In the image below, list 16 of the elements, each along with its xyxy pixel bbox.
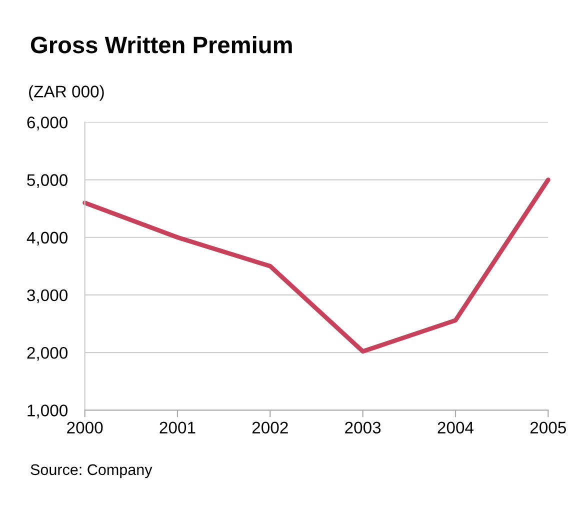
y-tick-label: 5,000 [27,174,68,188]
x-tick-label: 2001 [160,422,196,434]
y-tick-label: 1,000 [28,404,68,418]
y-tick-label: 2,000 [27,346,68,361]
line-series [82,178,550,354]
x-tick-label: 2000 [67,422,103,434]
y-tick-label: 6,000 [27,116,68,130]
y-tick-label: 3,000 [27,289,68,304]
x-tick-label: 2005 [530,422,566,434]
y-axis-title: (ZAR 000) [29,85,104,101]
x-tick-label: 2003 [345,422,381,434]
y-tick-label: 4,000 [26,232,68,246]
chart-title: Gross Written Premium [30,36,292,54]
source-note: Source: Company [30,464,152,478]
x-tick-label: 2004 [438,422,474,434]
x-tick-label: 2002 [252,422,288,434]
